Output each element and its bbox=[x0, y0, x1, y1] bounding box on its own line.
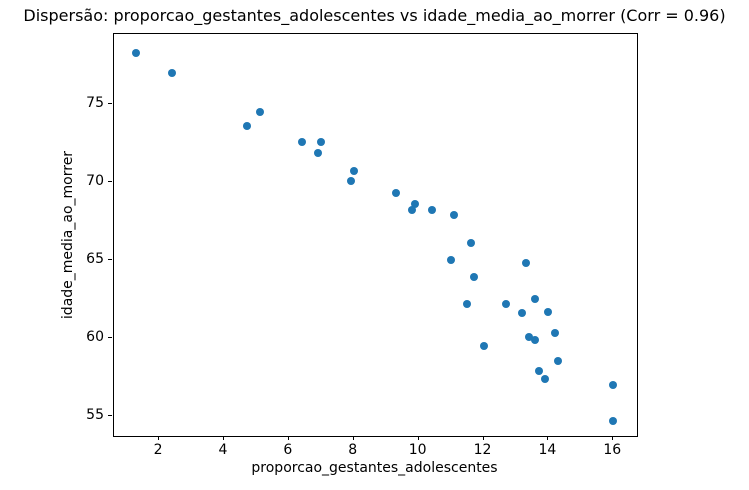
y-tick-mark bbox=[108, 103, 112, 105]
x-tick-label: 2 bbox=[153, 442, 163, 458]
scatter-point bbox=[534, 366, 543, 375]
scatter-point bbox=[531, 335, 540, 344]
scatter-point bbox=[550, 329, 559, 338]
y-tick-label: 60 bbox=[86, 329, 104, 346]
scatter-point bbox=[346, 176, 355, 185]
scatter-point bbox=[349, 167, 358, 176]
y-axis-label: idade_media_ao_morrer bbox=[60, 150, 76, 320]
y-tick-label: 65 bbox=[86, 251, 104, 268]
scatter-point bbox=[541, 374, 550, 383]
scatter-point bbox=[317, 137, 326, 146]
x-tick-mark bbox=[352, 436, 354, 440]
y-tick-mark bbox=[108, 415, 112, 417]
scatter-point bbox=[314, 148, 323, 157]
x-tick-mark bbox=[547, 436, 549, 440]
x-tick-mark bbox=[287, 436, 289, 440]
x-tick-mark bbox=[417, 436, 419, 440]
x-tick-label: 16 bbox=[603, 442, 622, 458]
scatter-point bbox=[544, 307, 553, 316]
scatter-point bbox=[391, 189, 400, 198]
scatter-point bbox=[469, 273, 478, 282]
y-tick-label: 75 bbox=[86, 95, 104, 112]
scatter-point bbox=[242, 122, 251, 131]
scatter-point bbox=[554, 357, 563, 366]
x-tick-label: 8 bbox=[348, 442, 358, 458]
scatter-point bbox=[531, 295, 540, 304]
x-tick-mark bbox=[482, 436, 484, 440]
scatter-point bbox=[411, 200, 420, 209]
scatter-point bbox=[450, 210, 459, 219]
scatter-point bbox=[479, 341, 488, 350]
scatter-point bbox=[521, 259, 530, 268]
scatter-point bbox=[297, 137, 306, 146]
scatter-point bbox=[466, 239, 475, 248]
scatter-point bbox=[427, 206, 436, 215]
y-tick-label: 55 bbox=[86, 407, 104, 424]
x-tick-label: 10 bbox=[408, 442, 427, 458]
scatter-point bbox=[502, 299, 511, 308]
chart-title: Dispersão: proporcao_gestantes_adolescen… bbox=[23, 6, 726, 25]
x-tick-label: 14 bbox=[538, 442, 557, 458]
x-tick-mark bbox=[612, 436, 614, 440]
x-tick-label: 4 bbox=[218, 442, 228, 458]
scatter-point bbox=[132, 48, 141, 57]
scatter-point bbox=[408, 206, 417, 215]
scatter-point bbox=[168, 69, 177, 78]
y-tick-mark bbox=[108, 181, 112, 183]
x-tick-mark bbox=[158, 436, 160, 440]
y-tick-mark bbox=[108, 337, 112, 339]
plot-area bbox=[113, 33, 638, 437]
scatter-point bbox=[524, 332, 533, 341]
scatter-point bbox=[609, 416, 618, 425]
scatter-point bbox=[255, 108, 264, 117]
scatter-point bbox=[609, 380, 618, 389]
y-tick-label: 70 bbox=[86, 173, 104, 190]
scatter-point bbox=[463, 299, 472, 308]
scatter-point bbox=[518, 309, 527, 318]
scatter-point bbox=[447, 256, 456, 265]
x-tick-label: 6 bbox=[283, 442, 293, 458]
y-tick-mark bbox=[108, 259, 112, 261]
x-tick-label: 12 bbox=[473, 442, 492, 458]
x-tick-mark bbox=[222, 436, 224, 440]
x-axis-label: proporcao_gestantes_adolescentes bbox=[251, 460, 498, 476]
